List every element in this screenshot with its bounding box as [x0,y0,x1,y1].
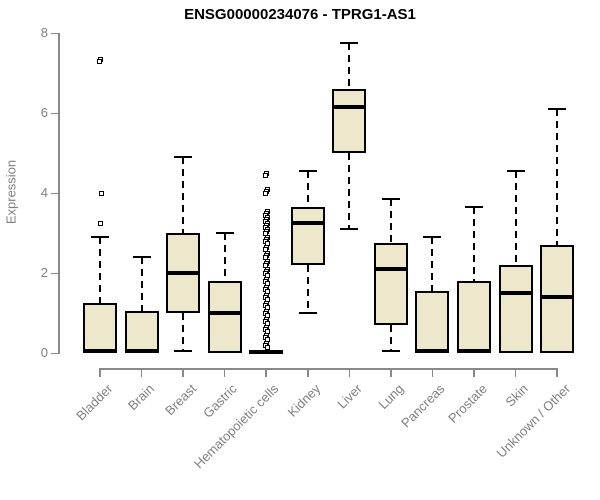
x-axis-tick [431,368,434,377]
lower-whisker [389,325,392,351]
x-axis-tick [99,368,101,377]
y-tick-label: 2 [40,265,48,280]
y-tick-label: 4 [40,185,48,200]
x-tick-label: Gastric [200,381,241,421]
upper-whisker [431,237,434,291]
upper-whisker-cap [381,198,400,200]
boxplot-box [332,89,367,153]
x-axis-line [99,368,559,370]
boxplot-box [456,281,491,353]
median-line [415,349,450,353]
boxplot-box [415,291,450,353]
median-line [124,349,159,353]
x-tick-label: Brain [125,381,158,414]
x-axis-tick [182,368,184,377]
outlier-point [262,190,268,196]
y-tick-label: 0 [40,345,48,360]
upper-whisker [182,157,185,233]
median-line [540,295,575,299]
upper-whisker [514,171,517,265]
x-axis-tick [140,368,143,377]
upper-whisker-cap [215,232,234,234]
median-line [166,271,201,275]
x-tick-label: Breast [161,381,199,419]
median-line [207,311,242,315]
outlier-point [96,58,102,64]
x-axis-tick [223,368,226,377]
x-axis-tick [514,368,517,377]
boxplot-box [83,303,117,353]
boxplot-box [207,281,242,353]
boxplot-box [124,311,159,353]
median-line [498,291,533,295]
boxplot-box [290,207,325,265]
y-axis-label: Expression [3,159,19,225]
median-line [290,221,325,225]
upper-whisker-cap [548,108,567,110]
upper-whisker-cap [464,206,483,208]
upper-whisker-cap [174,156,193,158]
y-tick-label: 6 [40,105,48,120]
boxplot-box [373,243,408,325]
boxplot-box [540,245,575,353]
x-axis-tick [556,368,558,377]
outlier-point [262,172,268,178]
upper-whisker [348,43,351,89]
y-axis-tick [51,32,58,34]
median-line [373,267,408,271]
x-tick-label: Liver [334,381,365,412]
upper-whisker-cap [340,42,359,44]
upper-whisker-cap [298,170,317,172]
boxplot-box [498,265,533,353]
median-line [83,349,117,353]
x-axis-tick [348,368,351,377]
upper-whisker [140,257,143,311]
outlier-point [264,344,270,350]
x-axis-tick [390,368,392,377]
chart-title: ENSG00000234076 - TPRG1-AS1 [184,6,416,23]
median-line [249,349,284,354]
lower-whisker [306,265,309,313]
upper-whisker-cap [132,256,151,258]
upper-whisker [306,171,309,207]
x-axis-tick [307,368,309,377]
median-line [456,349,491,353]
median-line [332,105,367,109]
y-axis-tick [51,352,58,354]
upper-whisker [556,109,559,245]
x-axis-tick [473,368,475,377]
outlier-point [97,220,103,226]
x-tick-label: Kidney [284,381,324,420]
lower-whisker-cap [381,350,400,352]
lower-whisker-cap [298,312,317,314]
upper-whisker [472,207,475,281]
upper-whisker-cap [506,170,525,172]
upper-whisker [389,199,392,243]
upper-whisker-cap [423,236,442,238]
x-axis-tick [265,368,267,377]
lower-whisker-cap [174,350,193,352]
y-axis-line [58,33,60,354]
x-tick-label: Prostate [444,381,490,426]
upper-whisker-cap [91,236,109,238]
outlier-point [98,190,104,196]
lower-whisker [348,153,351,229]
lower-whisker-cap [340,228,359,230]
upper-whisker [99,237,101,303]
x-tick-label: Skin [502,381,532,410]
y-axis-tick [51,112,58,114]
x-tick-label: Bladder [73,381,116,424]
lower-whisker [182,313,185,351]
y-axis-tick [51,192,58,194]
y-axis-tick [51,272,58,274]
x-tick-label: Lung [375,381,407,413]
x-tick-label: Pancreas [398,381,448,431]
y-tick-label: 8 [40,25,48,40]
upper-whisker [223,233,226,281]
x-tick-label: Unknown / Other [493,381,573,461]
